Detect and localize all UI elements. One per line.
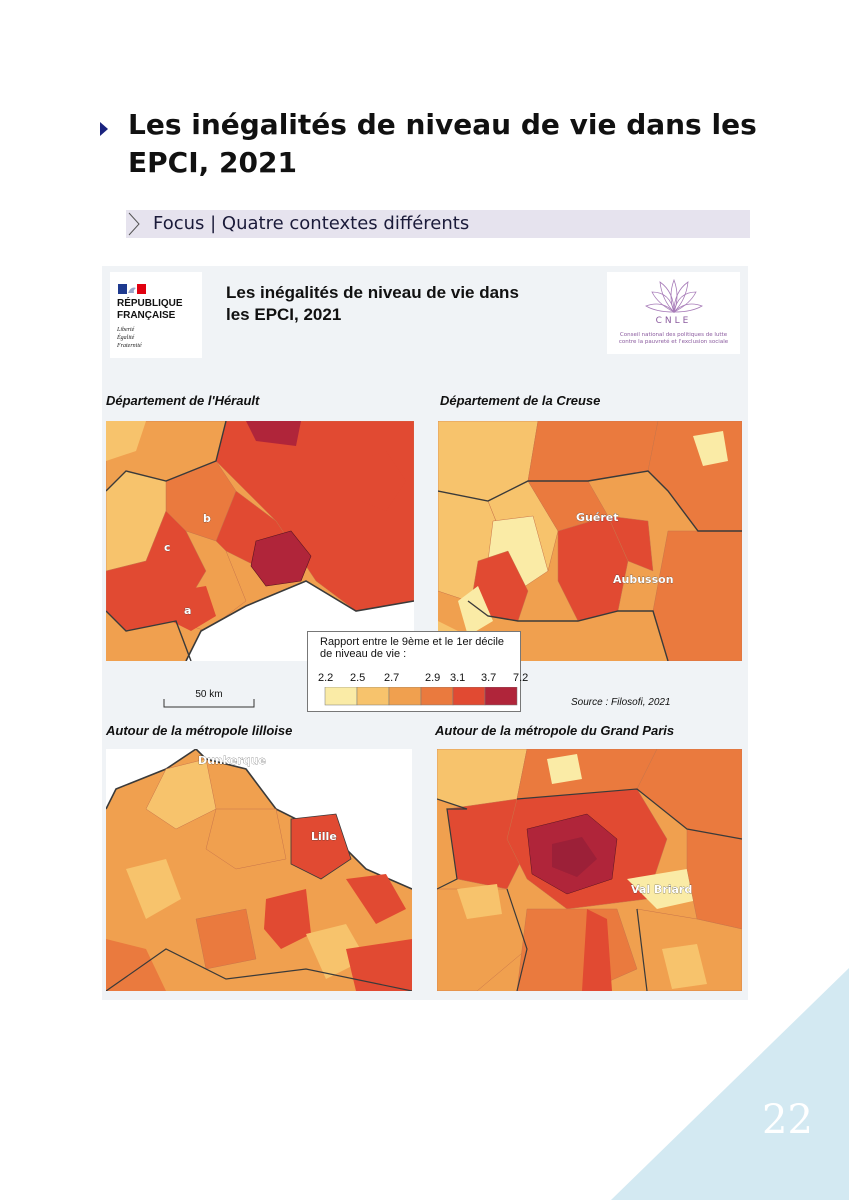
map-title-paris: Autour de la métropole du Grand Paris bbox=[435, 723, 675, 738]
legend-tick: 3.1 bbox=[450, 672, 466, 684]
legend-tick: 2.5 bbox=[350, 672, 366, 684]
rf-motto-line: Liberté bbox=[117, 327, 135, 333]
map-label: Lille bbox=[311, 830, 337, 843]
map-label: Guéret bbox=[576, 511, 618, 524]
scale-label: 50 km bbox=[195, 689, 223, 700]
legend-tick: 7.2 bbox=[513, 672, 529, 684]
map-label: Val Briard bbox=[631, 883, 692, 896]
focus-label: Focus | Quatre contextes différents bbox=[153, 213, 470, 234]
map-title-creuse: Département de la Creuse bbox=[440, 393, 601, 408]
rf-motto-line: Égalité bbox=[117, 335, 135, 341]
map-lille: Dunkerque Lille bbox=[106, 749, 412, 991]
map-label: b bbox=[203, 512, 211, 525]
focus-bar: Focus | Quatre contextes différents bbox=[126, 210, 750, 238]
legend-tick: 2.2 bbox=[318, 672, 334, 684]
legend-ticks: 2.2 2.5 2.7 2.9 3.1 3.7 7.2 bbox=[318, 672, 528, 686]
map-paris: Val Briard bbox=[437, 749, 742, 991]
cnle-logo: CNLE Conseil national des politiques de … bbox=[607, 272, 740, 354]
chevron-right-icon bbox=[128, 212, 140, 236]
scale-line bbox=[163, 699, 255, 708]
map-title-lille: Autour de la métropole lilloise bbox=[106, 723, 293, 738]
legend-tick: 2.9 bbox=[425, 672, 441, 684]
rf-motto-line: Fraternité bbox=[117, 343, 142, 349]
map-title-herault: Département de l'Hérault bbox=[106, 393, 260, 408]
title-arrow-icon bbox=[100, 122, 108, 136]
cnle-subtitle: Conseil national des politiques de lutte… bbox=[618, 332, 729, 345]
marianne-flag-icon bbox=[118, 284, 146, 294]
legend-title: Rapport entre le 9ème et le 1er décile d… bbox=[320, 636, 505, 660]
map-label: Dunkerque bbox=[198, 754, 266, 767]
legend-swatch bbox=[484, 687, 518, 706]
cnle-star-icon bbox=[645, 278, 703, 314]
page-title: Les inégalités de niveau de vie dans les… bbox=[128, 108, 757, 179]
republique-francaise-logo: RÉPUBLIQUE FRANÇAISE Liberté Égalité Fra… bbox=[110, 272, 202, 358]
map-label: a bbox=[184, 604, 191, 617]
map-label: c bbox=[164, 541, 171, 554]
rf-name: RÉPUBLIQUE FRANÇAISE bbox=[117, 298, 183, 321]
scale-bar: 50 km bbox=[163, 689, 255, 711]
map-creuse: Guéret Aubusson bbox=[438, 421, 742, 661]
legend-tick: 2.7 bbox=[384, 672, 400, 684]
legend-tick: 3.7 bbox=[481, 672, 497, 684]
rf-motto: Liberté Égalité Fraternité bbox=[117, 326, 142, 350]
legend: Rapport entre le 9ème et le 1er décile d… bbox=[307, 631, 528, 712]
page-number: 22 bbox=[762, 1097, 813, 1143]
source-note: Source : Filosofi, 2021 bbox=[571, 697, 671, 708]
legend-swatches bbox=[324, 687, 518, 706]
cnle-name: CNLE bbox=[655, 316, 692, 326]
figure-title: Les inégalités de niveau de vie dans les… bbox=[226, 283, 519, 324]
map-herault: b c a bbox=[106, 421, 414, 661]
map-label: Aubusson bbox=[613, 573, 674, 586]
